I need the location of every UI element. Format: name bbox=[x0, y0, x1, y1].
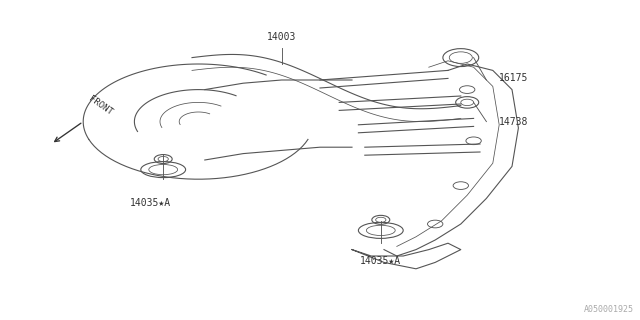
Text: A050001925: A050001925 bbox=[584, 305, 634, 314]
Text: 14035★A: 14035★A bbox=[130, 198, 171, 208]
Text: 14003: 14003 bbox=[267, 32, 296, 42]
Text: 14035★A: 14035★A bbox=[360, 256, 401, 266]
Text: 16175: 16175 bbox=[499, 73, 529, 84]
Text: FRONT: FRONT bbox=[86, 94, 113, 117]
Text: 14738: 14738 bbox=[499, 117, 529, 127]
